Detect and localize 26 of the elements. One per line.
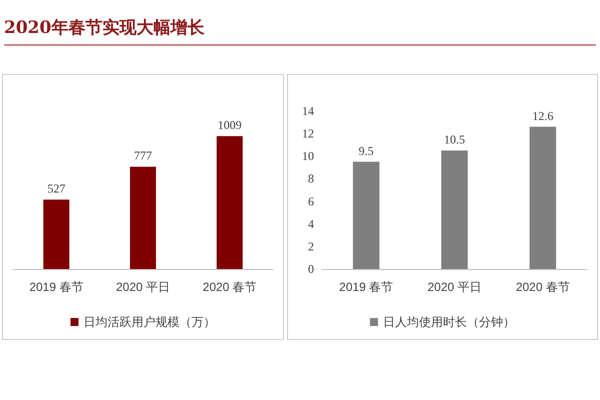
data-label: 10.5 [444, 132, 465, 146]
bar [352, 162, 380, 269]
legend-label: 日人均使用时长（分钟） [383, 315, 515, 329]
data-label: 9.5 [358, 144, 374, 158]
y-tick-label: 0 [308, 262, 314, 276]
data-label: 1009 [218, 118, 242, 132]
x-tick-label: 2019 春节 [29, 280, 84, 294]
x-tick-label: 2019 春节 [339, 280, 394, 294]
data-label: 12.6 [532, 108, 554, 123]
y-tick-label: 10 [302, 149, 314, 164]
data-label: 777 [134, 148, 152, 163]
bar [530, 126, 556, 269]
legend-label: 日均活跃用户规模（万） [84, 315, 216, 329]
bar [441, 150, 468, 269]
y-tick-label: 8 [308, 172, 314, 186]
x-tick-label: 2020 春节 [202, 280, 257, 294]
y-tick-label: 14 [302, 104, 314, 118]
y-tick-label: 12 [302, 126, 314, 141]
y-tick-label: 4 [308, 216, 314, 231]
data-label: 527 [47, 182, 66, 196]
y-tick-label: 2 [308, 239, 314, 254]
y-tick-label: 6 [308, 194, 314, 208]
x-tick-label: 2020 平日 [427, 280, 482, 294]
x-tick-label: 2020 平日 [116, 280, 170, 294]
x-tick-label: 2020 春节 [516, 280, 570, 294]
chart-title: 2020年春节实现大幅增长 [4, 14, 596, 46]
